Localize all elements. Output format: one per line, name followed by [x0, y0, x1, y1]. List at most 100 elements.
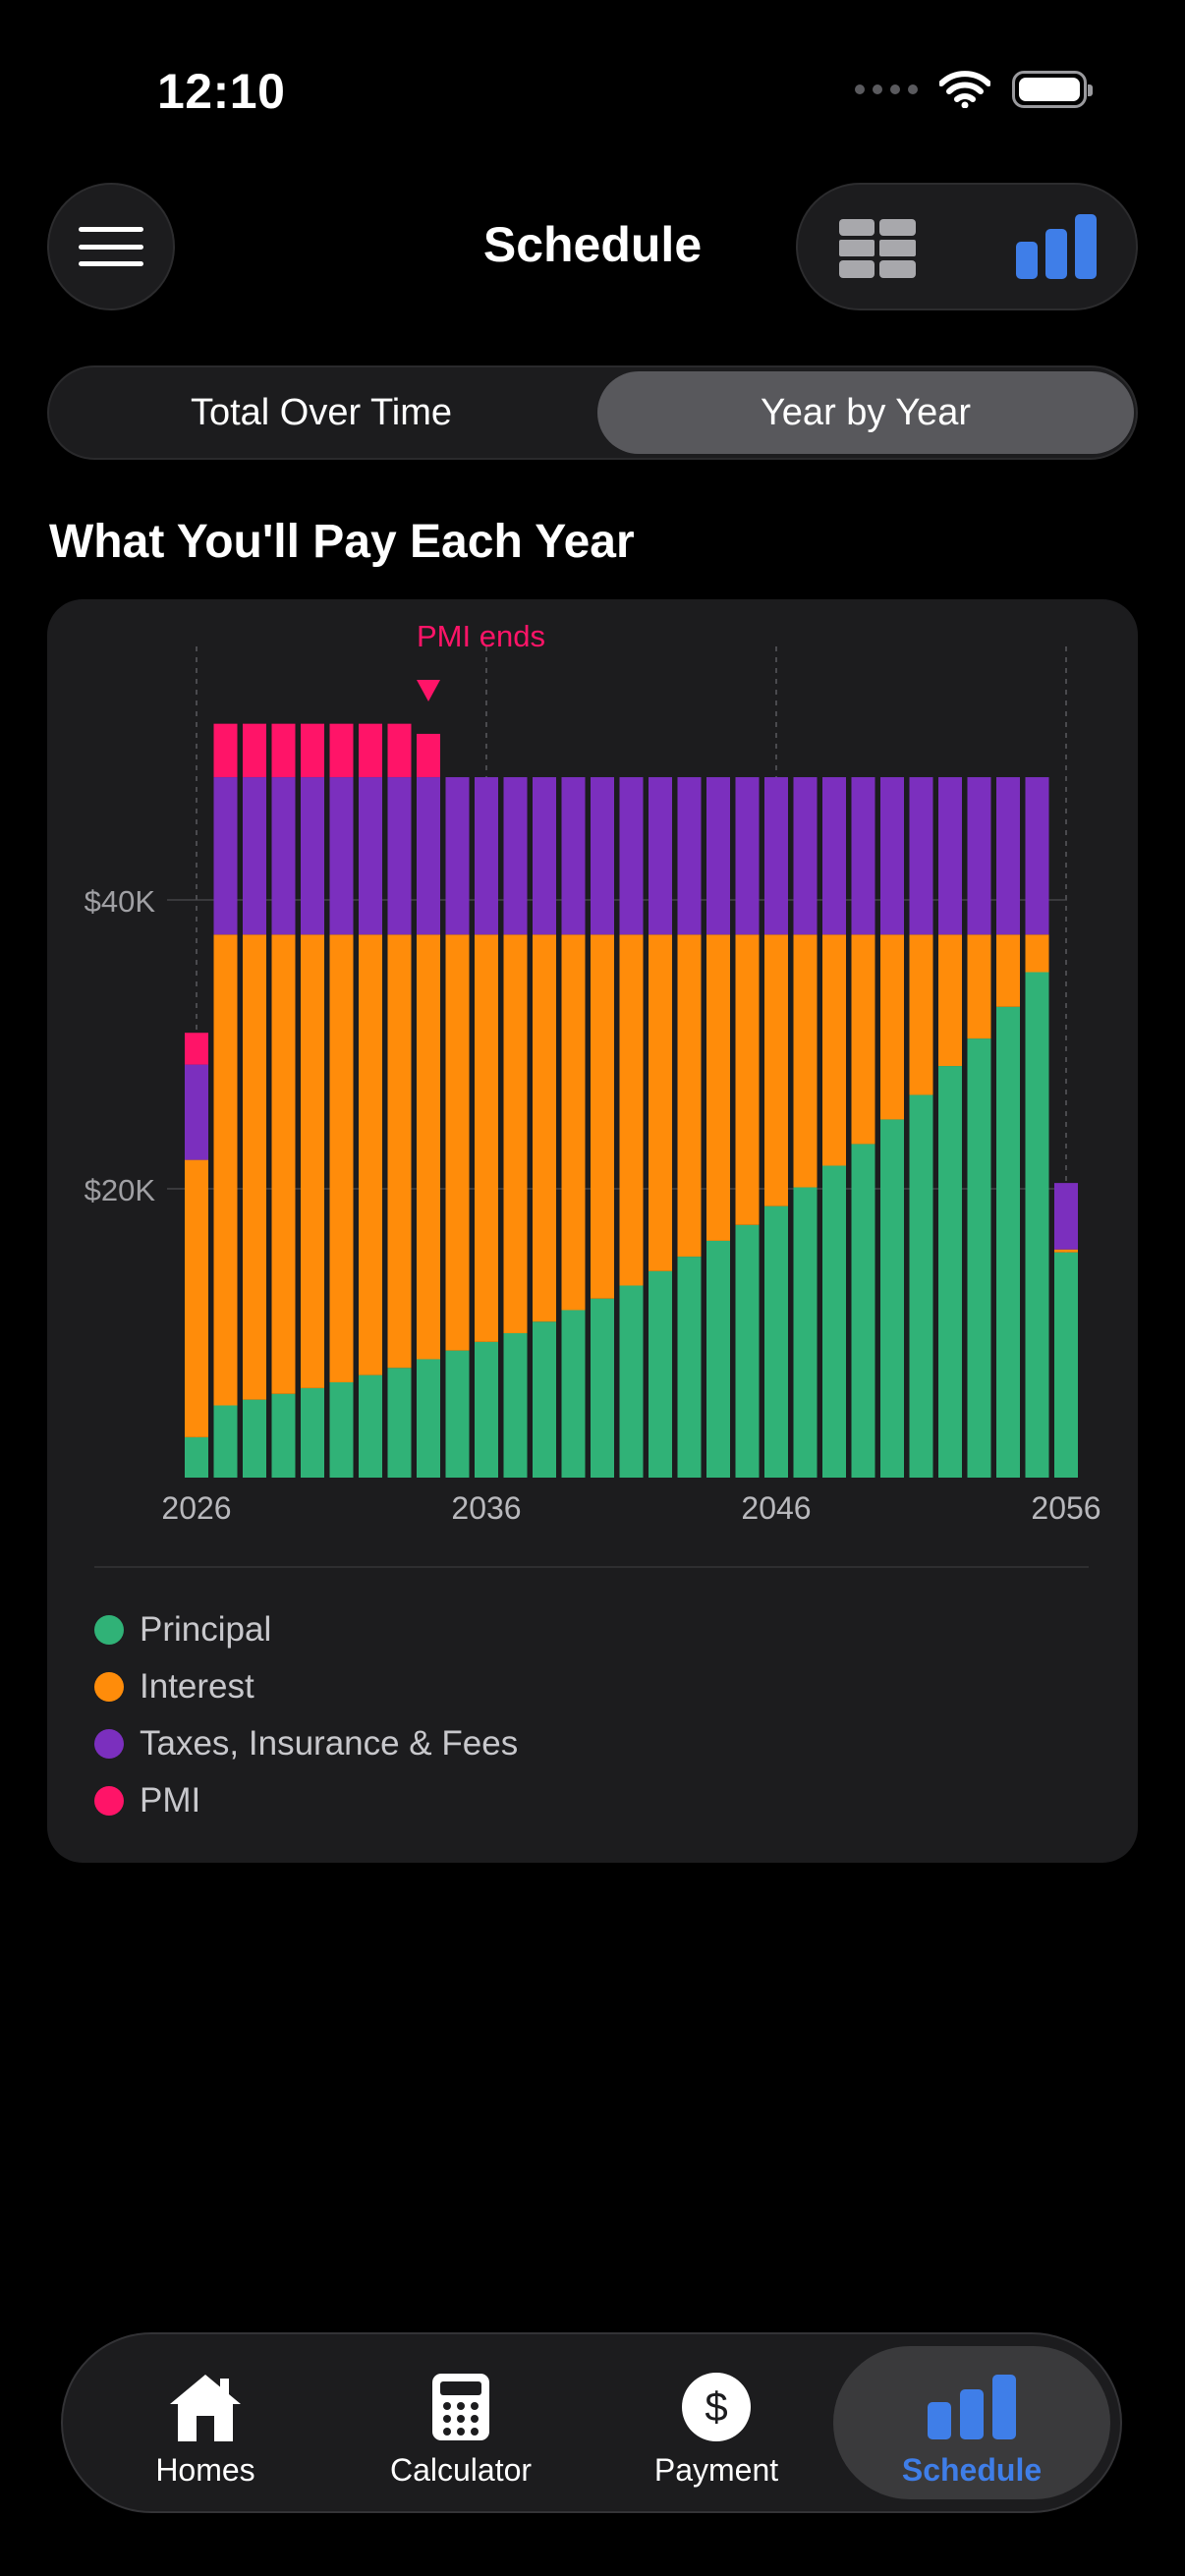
bar-interest-2050 — [880, 934, 904, 1120]
bar-principal-2039 — [561, 1310, 586, 1478]
bar-principal-2048 — [822, 1165, 846, 1478]
bar-principal-2030 — [301, 1387, 324, 1478]
legend-dot-principal — [94, 1615, 124, 1645]
legend-item-taxes: Taxes, Insurance & Fees — [94, 1715, 518, 1772]
bar-pmi-2027 — [213, 723, 238, 778]
bar-taxes-insurance-fees-2055 — [1025, 777, 1049, 935]
bar-interest-2032 — [359, 934, 382, 1375]
tab-label-payment: Payment — [653, 2452, 779, 2488]
tab-label-schedule: Schedule — [901, 2452, 1043, 2488]
tab-label-calculator: Calculator — [389, 2452, 533, 2488]
bar-interest-2053 — [967, 934, 991, 1039]
bar-principal-2041 — [619, 1285, 644, 1478]
menu-button[interactable] — [47, 183, 175, 310]
x-tick-label: 2036 — [451, 1490, 521, 1526]
wifi-icon — [939, 71, 990, 108]
bar-taxes-insurance-fees-2041 — [619, 777, 644, 935]
bar-interest-2040 — [591, 934, 614, 1299]
bar-interest-2056 — [1054, 1249, 1078, 1253]
bar-taxes-insurance-fees-2051 — [909, 777, 933, 935]
chart-card: $20K $40K 2026 2036 2046 2056 PMI ends Princip… — [47, 599, 1138, 1863]
bar-interest-2028 — [243, 934, 266, 1400]
bar-taxes-insurance-fees-2037 — [503, 777, 528, 935]
legend-dot-interest — [94, 1672, 124, 1702]
bar-taxes-insurance-fees-2031 — [329, 777, 354, 935]
bar-interest-2037 — [503, 934, 528, 1333]
bar-taxes-insurance-fees-2053 — [967, 777, 991, 935]
segment-total-over-time[interactable]: Total Over Time — [190, 391, 453, 433]
bar-interest-2027 — [213, 934, 238, 1406]
tab-label-homes: Homes — [155, 2452, 255, 2488]
bar-interest-2051 — [909, 934, 933, 1095]
legend-item-principal: Principal — [94, 1601, 518, 1658]
legend-dot-pmi — [94, 1786, 124, 1816]
bar-interest-2031 — [329, 934, 354, 1382]
y-tick-label: $20K — [85, 1173, 156, 1207]
tab-schedule[interactable]: Schedule — [833, 2346, 1110, 2499]
bar-taxes-insurance-fees-2042 — [649, 777, 672, 935]
bar-principal-2055 — [1025, 972, 1049, 1478]
svg-text:$: $ — [705, 2383, 727, 2430]
tab-calculator[interactable]: Calculator — [358, 2334, 564, 2511]
status-indicators — [855, 71, 1093, 108]
bar-interest-2026 — [185, 1159, 208, 1437]
bar-principal-2035 — [445, 1350, 470, 1478]
bar-taxes-insurance-fees-2050 — [880, 777, 904, 935]
bar-pmi-2029 — [271, 723, 296, 778]
bar-taxes-insurance-fees-2052 — [938, 777, 962, 935]
bar-chart-icon — [928, 2375, 1016, 2439]
bar-interest-2048 — [822, 934, 846, 1166]
bar-pmi-2033 — [387, 723, 412, 778]
bar-taxes-insurance-fees-2030 — [301, 777, 324, 935]
bar-taxes-insurance-fees-2044 — [706, 777, 730, 935]
bar-principal-2032 — [359, 1374, 382, 1478]
chart-mode-segmented-control[interactable]: Total Over Time Year by Year — [47, 365, 1138, 460]
legend-dot-taxes — [94, 1729, 124, 1759]
hamburger-icon — [79, 227, 143, 266]
bar-taxes-insurance-fees-2046 — [764, 777, 788, 935]
tab-homes[interactable]: Homes — [102, 2334, 309, 2511]
legend-label-principal: Principal — [140, 1610, 272, 1649]
segment-year-by-year[interactable]: Year by Year — [597, 371, 1134, 454]
bar-principal-2034 — [417, 1359, 440, 1478]
pmi-ends-marker-icon — [417, 680, 440, 701]
bar-interest-2036 — [475, 934, 498, 1342]
bar-principal-2040 — [591, 1298, 614, 1478]
bar-taxes-insurance-fees-2033 — [387, 777, 412, 935]
bar-principal-2031 — [329, 1381, 354, 1478]
bar-taxes-insurance-fees-2029 — [271, 777, 296, 935]
bar-interest-2039 — [561, 934, 586, 1311]
bar-principal-2056 — [1054, 1252, 1078, 1478]
tab-payment[interactable]: $ Payment — [613, 2334, 819, 2511]
section-title: What You'll Pay Each Year — [49, 516, 635, 568]
bar-interest-2049 — [851, 934, 875, 1145]
legend-label-taxes: Taxes, Insurance & Fees — [140, 1724, 519, 1763]
bar-principal-2027 — [213, 1405, 238, 1478]
bar-taxes-insurance-fees-2035 — [445, 777, 470, 935]
status-bar: 12:10 — [0, 0, 1185, 187]
bar-principal-2038 — [533, 1321, 556, 1478]
calculator-icon — [432, 2374, 489, 2440]
bar-interest-2043 — [677, 934, 702, 1258]
view-toggle[interactable] — [796, 183, 1138, 310]
house-icon — [170, 2375, 241, 2441]
bar-taxes-insurance-fees-2045 — [735, 777, 760, 935]
legend-label-interest: Interest — [140, 1667, 254, 1706]
bar-interest-2055 — [1025, 934, 1049, 973]
bar-principal-2033 — [387, 1368, 412, 1478]
bar-pmi-2034 — [417, 733, 440, 778]
dollar-circle-icon: $ — [682, 2373, 751, 2441]
bar-interest-2029 — [271, 934, 296, 1394]
chart-view-icon[interactable] — [1016, 214, 1099, 279]
bar-principal-2051 — [909, 1094, 933, 1478]
bar-pmi-2028 — [243, 723, 266, 778]
bar-taxes-insurance-fees-2049 — [851, 777, 875, 935]
table-view-icon[interactable] — [839, 219, 916, 278]
y-tick-label: $40K — [85, 884, 156, 919]
bar-principal-2053 — [967, 1038, 991, 1478]
bar-taxes-insurance-fees-2054 — [996, 777, 1020, 935]
legend-label-pmi: PMI — [140, 1781, 201, 1820]
bar-principal-2037 — [503, 1333, 528, 1478]
bar-pmi-2032 — [359, 723, 382, 778]
x-tick-label: 2046 — [741, 1490, 811, 1526]
